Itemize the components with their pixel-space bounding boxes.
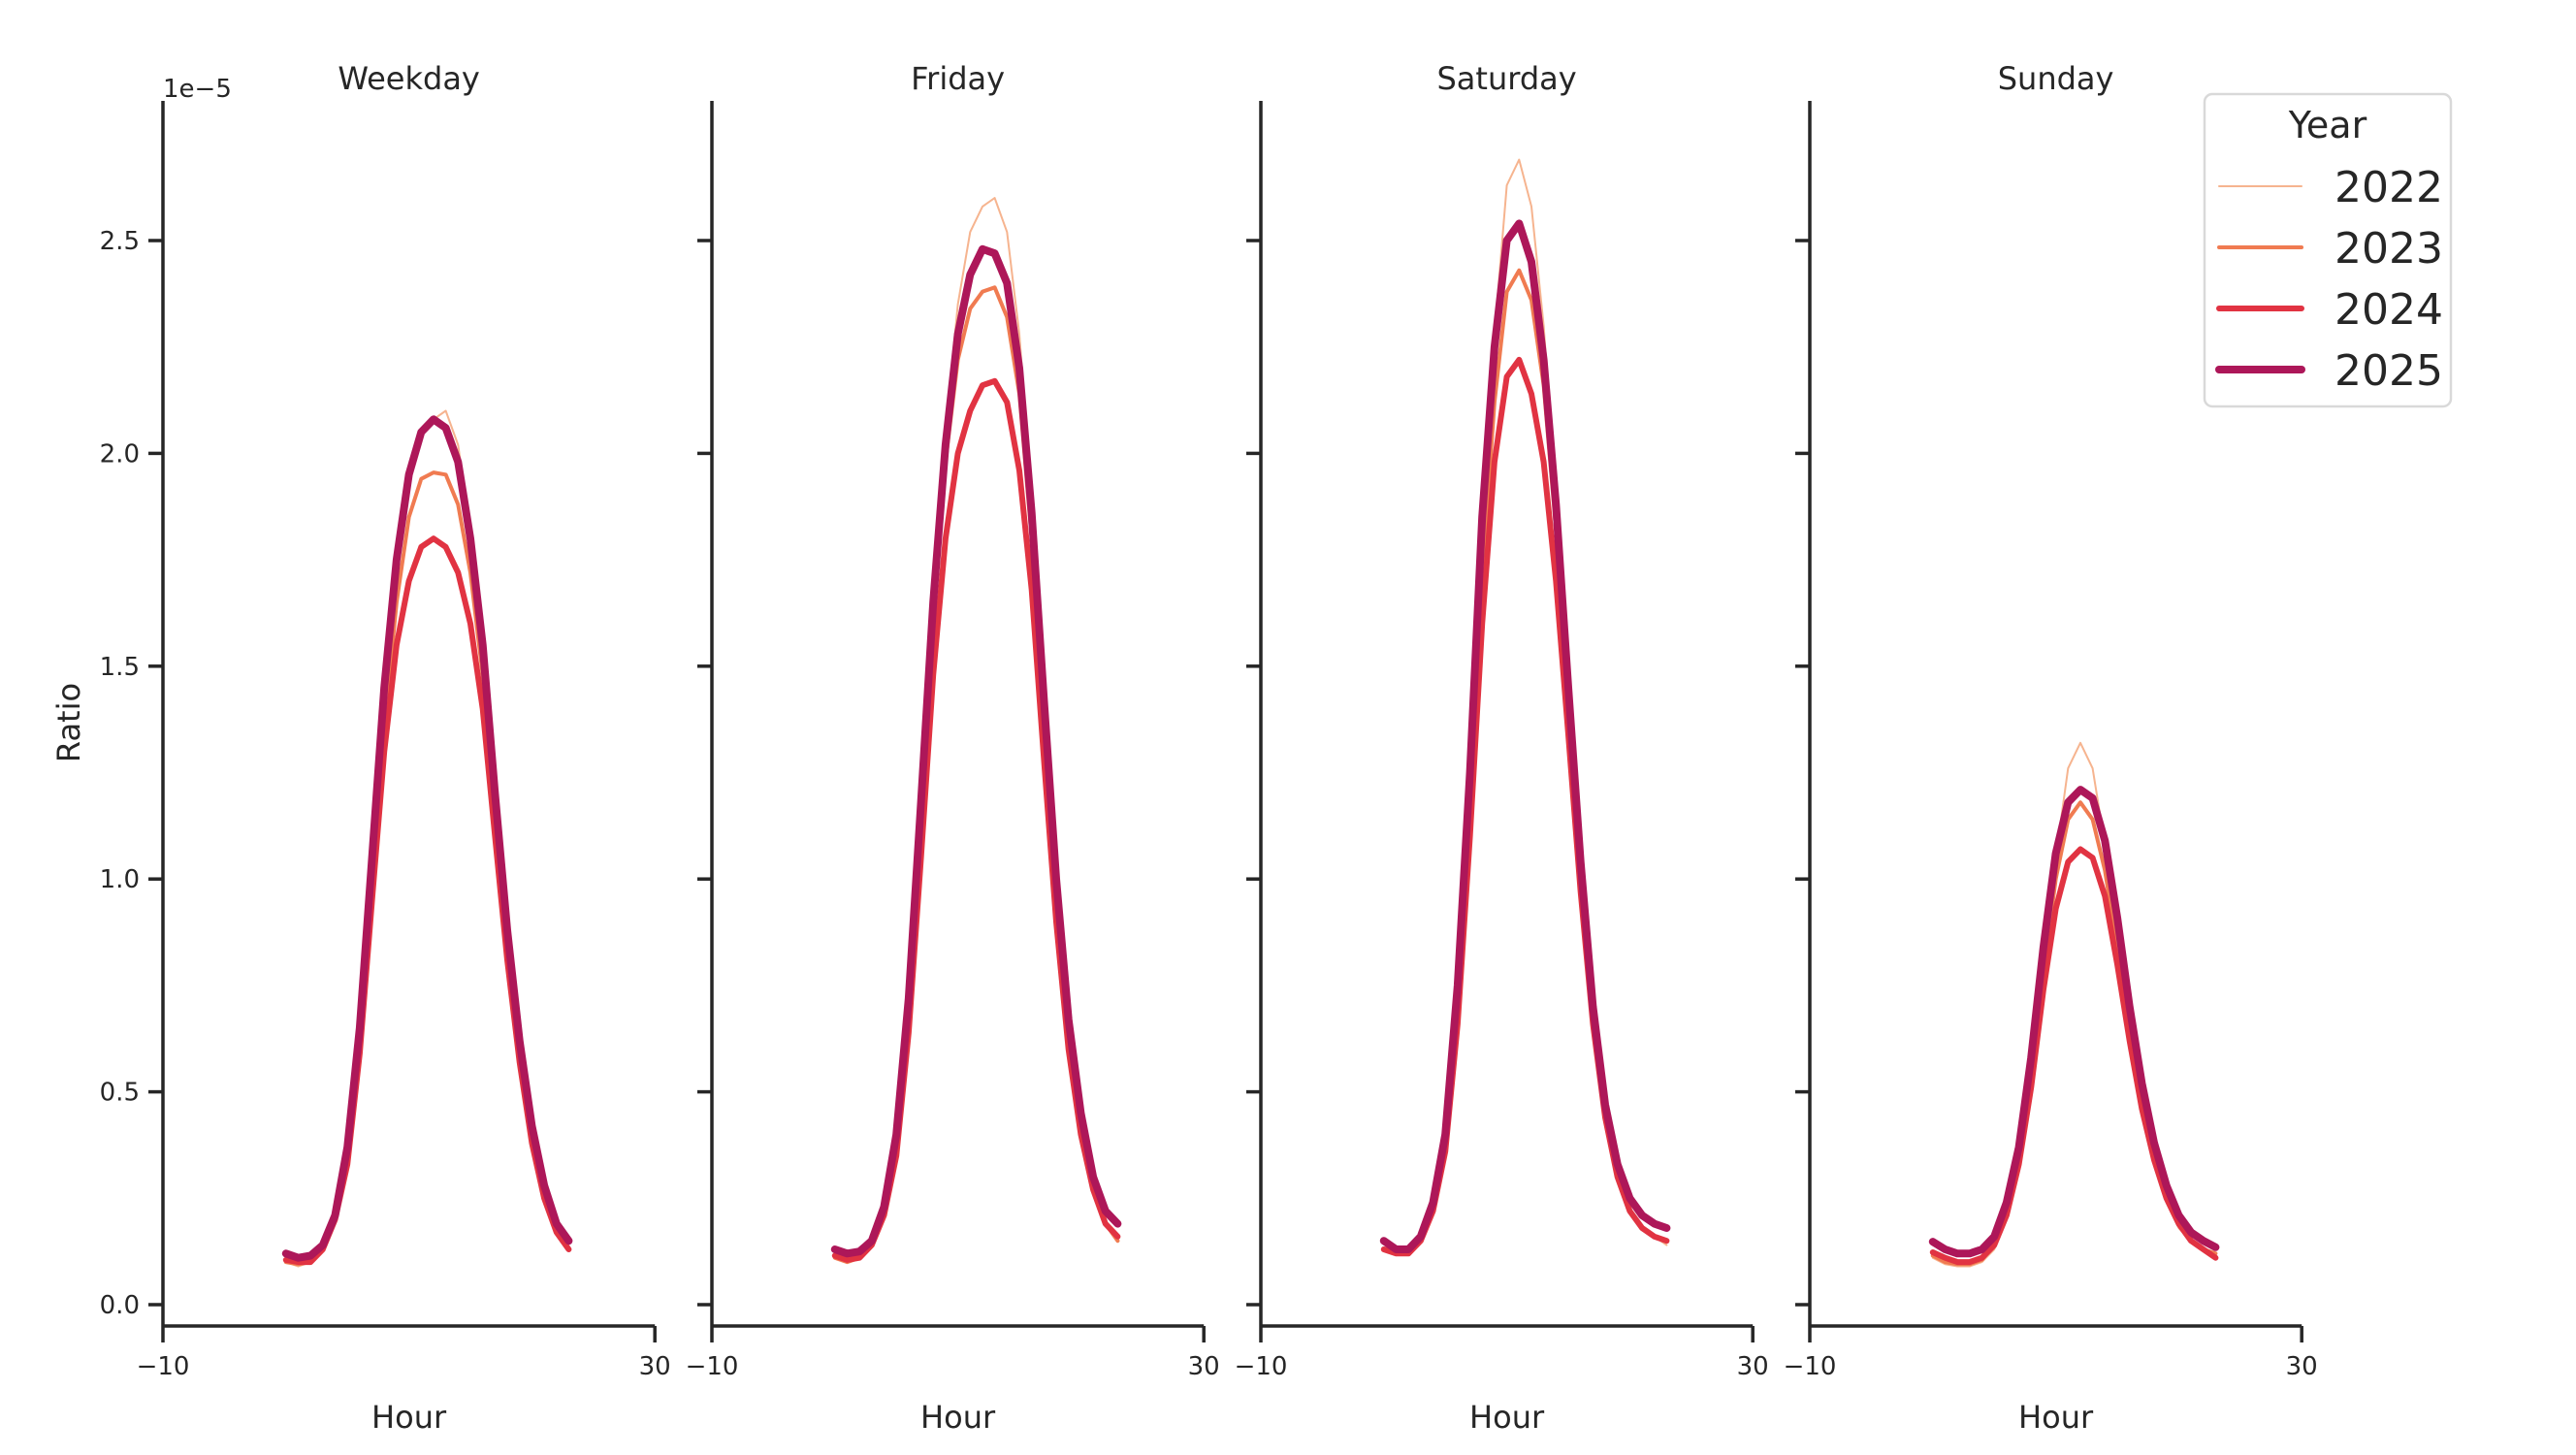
- series-line-2025: [281, 415, 573, 1262]
- x-axis-label: Hour: [2018, 1399, 2094, 1436]
- x-tick-label: 30: [2286, 1352, 2318, 1381]
- x-axis-label: Hour: [1469, 1399, 1545, 1436]
- legend-item-2022: 2022: [2218, 163, 2443, 212]
- series-line-2025: [830, 244, 1122, 1258]
- legend-item-2025: 2025: [2215, 346, 2443, 396]
- x-axis-label: Hour: [920, 1399, 996, 1436]
- panel-saturday: Saturday −10 30 Hour: [1235, 60, 1769, 1436]
- x-tick-label: −10: [1235, 1352, 1288, 1381]
- series-line-2022: [1931, 741, 2217, 1268]
- series-line-2023: [283, 470, 571, 1267]
- y-tick-label: 1.5: [100, 653, 140, 682]
- legend-label: 2023: [2334, 224, 2443, 274]
- legend-label: 2022: [2334, 163, 2443, 212]
- y-tick-label: 2.5: [100, 227, 140, 256]
- series-line-2022: [1382, 158, 1668, 1255]
- panel-weekday: Weekday 0.0 0.5 1.0 1.5 2.0 2.5 −10 30 Hour: [100, 60, 671, 1436]
- y-axis-offset-text: 1e−5: [163, 75, 232, 104]
- series-line-2025: [1379, 219, 1671, 1253]
- x-tick-label: −10: [686, 1352, 739, 1381]
- x-axis-label: Hour: [371, 1399, 447, 1436]
- series-line-2023: [1381, 268, 1669, 1256]
- legend-label: 2024: [2334, 285, 2443, 335]
- x-tick-label: −10: [1784, 1352, 1837, 1381]
- series-line-2024: [831, 377, 1121, 1263]
- legend-item-2023: 2023: [2217, 224, 2443, 274]
- panel-sunday: Sunday −10 30 Hour: [1784, 60, 2318, 1436]
- legend-title: Year: [2288, 104, 2367, 146]
- y-tick-label: 2.0: [100, 439, 140, 469]
- y-tick-label: 0.5: [100, 1079, 140, 1108]
- x-tick-label: 30: [1188, 1352, 1220, 1381]
- panel-friday: Friday −10 30 Hour: [686, 60, 1220, 1436]
- series-line-2024: [282, 535, 572, 1266]
- legend-label: 2025: [2334, 346, 2443, 396]
- series-line-2024: [1929, 846, 2219, 1266]
- x-tick-label: 30: [1737, 1352, 1769, 1381]
- legend-items: 2022 2023 2024 2025: [2215, 163, 2443, 396]
- series-line-2024: [1380, 356, 1670, 1257]
- legend-item-2024: 2024: [2216, 285, 2443, 335]
- series-line-2025: [1928, 786, 2220, 1258]
- x-tick-label: 30: [639, 1352, 671, 1381]
- series-line-2022: [284, 409, 570, 1268]
- y-axis-label: Ratio: [50, 683, 87, 762]
- y-tick-label: 0.0: [100, 1291, 140, 1320]
- legend-frame: [2203, 92, 2453, 408]
- legend: Year 2022 2023 2024 2025: [2203, 92, 2453, 408]
- panel-title: Sunday: [1998, 60, 2114, 97]
- panel-title: Weekday: [338, 60, 480, 97]
- panel-title: Saturday: [1436, 60, 1576, 97]
- panel-title: Friday: [911, 60, 1005, 97]
- y-tick-label: 1.0: [100, 865, 140, 894]
- x-tick-label: −10: [137, 1352, 190, 1381]
